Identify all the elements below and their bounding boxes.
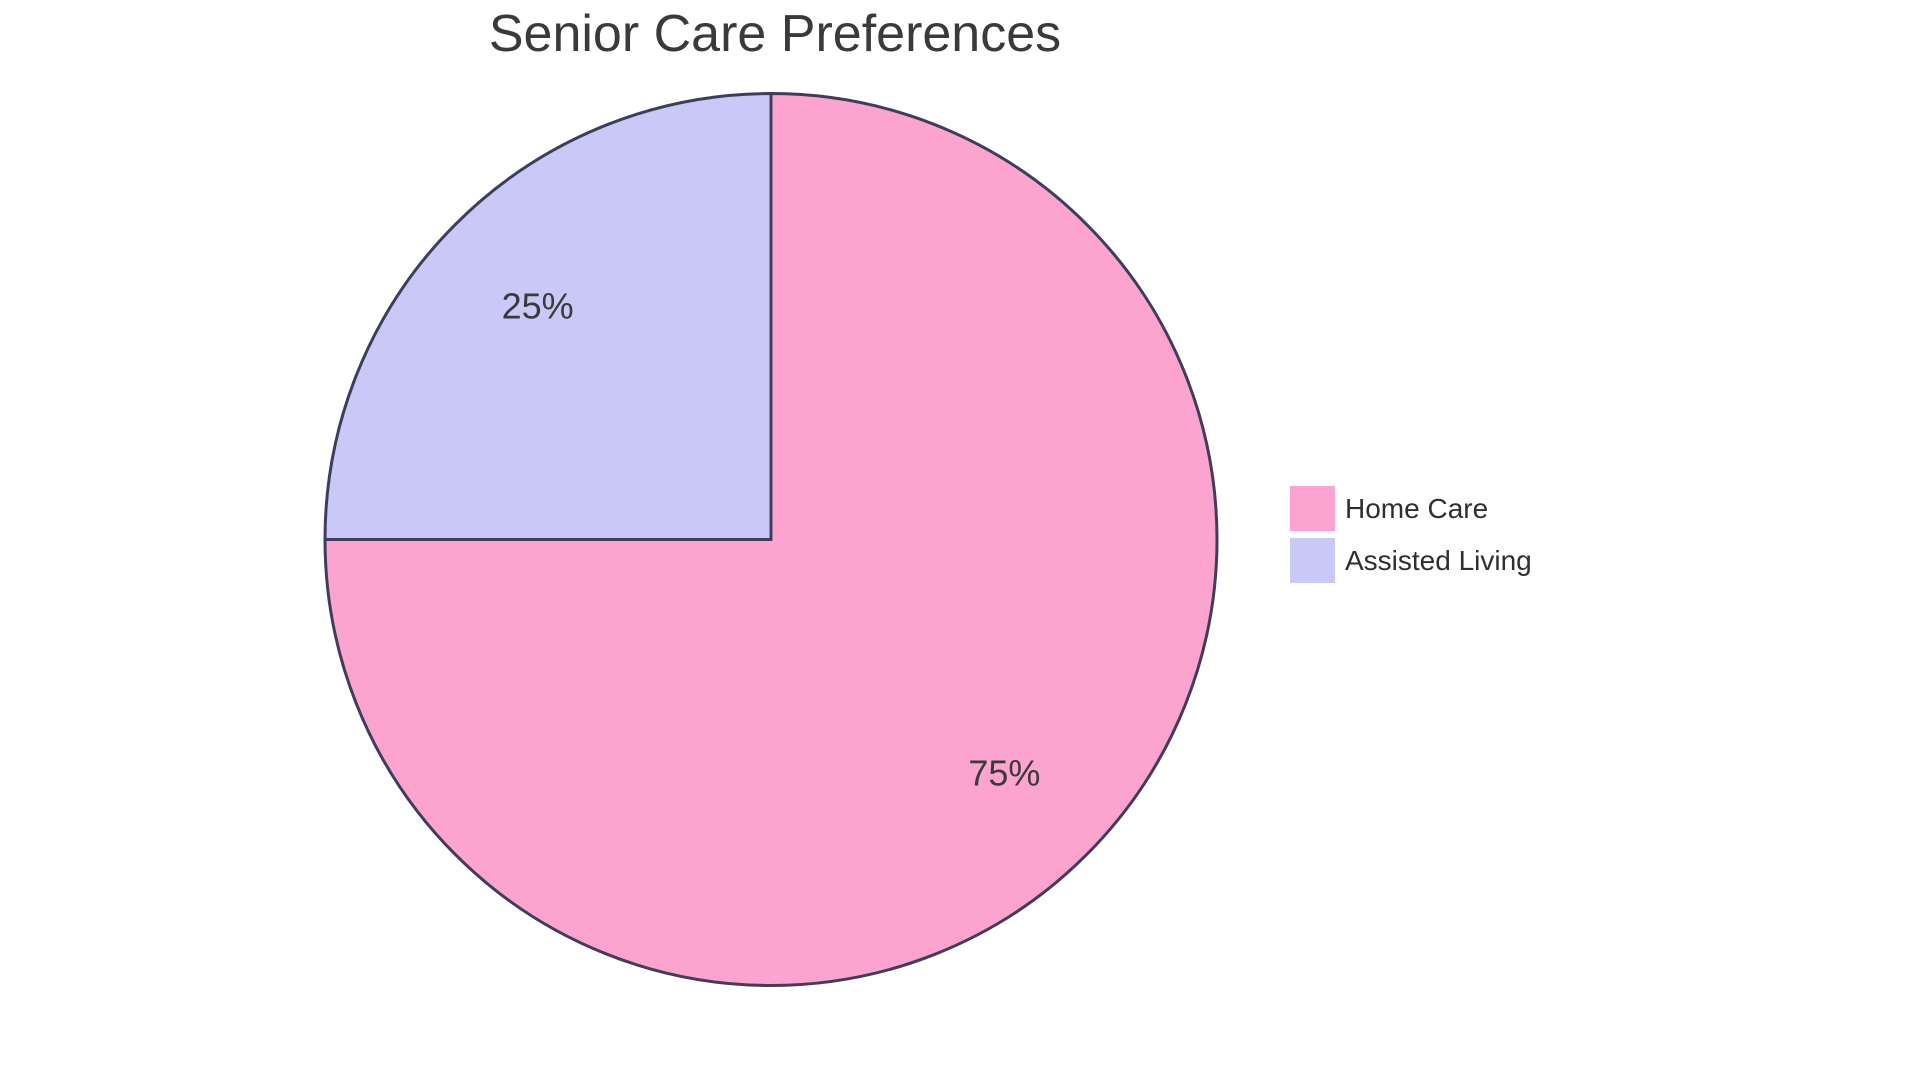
legend-label-assisted-living: Assisted Living	[1345, 544, 1532, 576]
slice-percent-label-assisted-living: 25%	[502, 286, 574, 327]
legend-item-home-care: Home Care	[1290, 486, 1532, 531]
legend-label-home-care: Home Care	[1345, 492, 1489, 524]
pie-slice-assisted-living	[323, 92, 773, 541]
legend-swatch-assisted-living	[1290, 538, 1335, 583]
legend: Home Care Assisted Living	[1290, 486, 1532, 590]
slice-percent-label-home-care: 75%	[968, 752, 1040, 793]
legend-swatch-home-care	[1290, 486, 1335, 531]
chart-title: Senior Care Preferences	[488, 5, 1062, 63]
legend-item-assisted-living: Assisted Living	[1290, 538, 1532, 583]
